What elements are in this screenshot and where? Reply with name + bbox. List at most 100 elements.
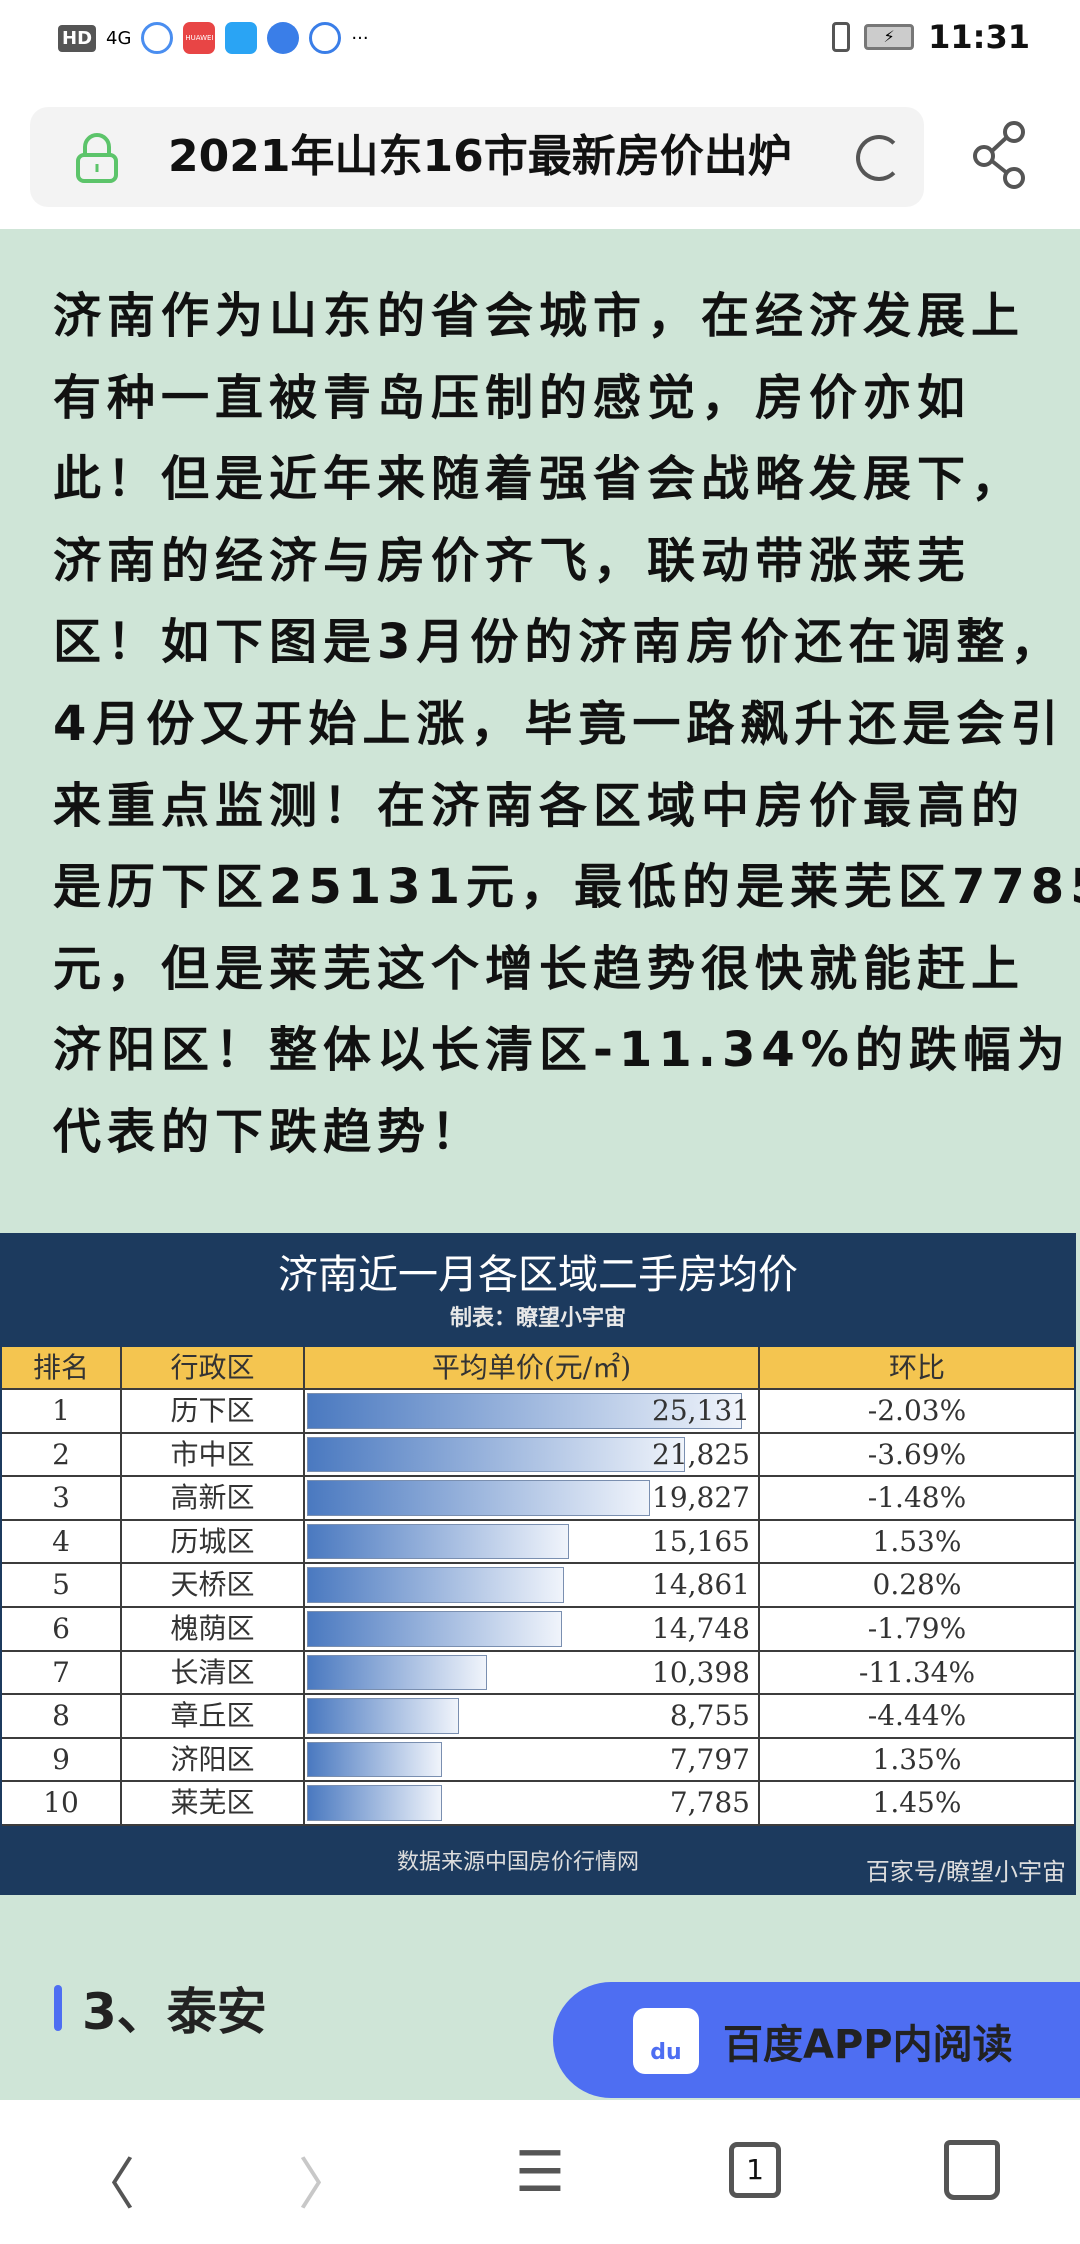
district-cell: 高新区 [122, 1477, 305, 1519]
price-cell: 21,825 [305, 1433, 760, 1476]
header-rank: 排名 [2, 1347, 122, 1388]
paragraph-line: 济南作为山东的省会城市，在经济发展上 [53, 288, 1026, 344]
change-cell: -4.44% [867, 1699, 967, 1733]
district-cell: 历下区 [122, 1390, 305, 1432]
baidu-button-label: 百度APP内阅读 [723, 2022, 1013, 2068]
change-cell: -11.34% [858, 1655, 976, 1689]
table-source: 数据来源中国房价行情网 [397, 1849, 640, 1875]
vibrate-icon [832, 22, 851, 52]
table-row: 5 天桥区 14,861 0.28% [2, 1564, 1074, 1608]
chat-app-icon [309, 22, 342, 54]
district-cell: 历城区 [122, 1520, 305, 1563]
hd-icon: HD [58, 24, 97, 52]
change-cell: -2.03% [867, 1394, 967, 1427]
open-in-baidu-app-button[interactable]: du 百度APP内阅读 [553, 1982, 1080, 2098]
section-heading: 3、泰安 [54, 1972, 267, 2044]
price-cell: 7,785 [305, 1782, 760, 1824]
url-bar[interactable]: 2021年山东16市最新房价出炉 [30, 107, 924, 207]
battery-icon: ⚡ [864, 24, 915, 50]
huawei-app-icon: HUAWEI [183, 22, 216, 54]
rank-cell: 9 [2, 1738, 122, 1781]
paragraph-line: 是历下区25131元，最低的是莱芜区7785 [53, 859, 1080, 916]
paragraph-line: 元，但是莱芜这个增长趋势很快就能赶上 [53, 940, 1026, 997]
menu-button[interactable]: ☰ [514, 2140, 566, 2205]
clock: 11:31 [928, 18, 1030, 56]
price-bar [307, 1567, 565, 1603]
paragraph-line: 代表的下跌趋势！ [53, 1103, 486, 1160]
paragraph-line: 济阳区！整体以长清区-11.34%的跌幅为 [53, 1022, 1071, 1079]
table-row: 8 章丘区 8,755 -4.44% [2, 1695, 1074, 1739]
price-bar [307, 1480, 651, 1516]
baidu-logo-icon: du [633, 2008, 699, 2074]
price-cell: 19,827 [305, 1477, 760, 1519]
price-value: 14,861 [652, 1568, 750, 1602]
table-header-row: 排名 行政区 平均单价(元/㎡) 环比 [2, 1347, 1074, 1390]
back-button[interactable]: 〈 [79, 2153, 135, 2218]
district-cell: 市中区 [122, 1433, 305, 1476]
forward-button[interactable]: 〉 [298, 2153, 354, 2218]
price-cell: 15,165 [305, 1520, 760, 1563]
table-row: 9 济阳区 7,797 1.35% [2, 1738, 1074, 1783]
table-row: 1 历下区 25,131 -2.03% [2, 1390, 1074, 1434]
table-subtitle: 制表：瞭望小宇宙 [449, 1305, 626, 1331]
price-bar [307, 1785, 442, 1821]
rank-cell: 3 [2, 1477, 122, 1519]
more-notifications-icon: ··· [351, 27, 369, 49]
paragraph-line: 济南的经济与房价齐飞，联动带涨莱芜 [53, 532, 972, 589]
paragraph-line: 来重点监测！在济南各区域中房价最高的 [53, 777, 1026, 834]
rank-cell: 1 [2, 1390, 122, 1432]
page-title: 2021年山东16市最新房价出炉 [168, 131, 792, 182]
price-value: 21,825 [652, 1437, 750, 1471]
browser-header: 2021年山东16市最新房价出炉 [0, 80, 1080, 229]
lock-icon [76, 133, 118, 183]
rank-cell: 7 [2, 1651, 122, 1694]
cloud-app-icon [141, 22, 174, 54]
table-row: 2 市中区 21,825 -3.69% [2, 1433, 1074, 1478]
change-cell: 1.53% [872, 1524, 962, 1558]
reload-icon[interactable] [856, 135, 902, 181]
status-bar: HD 4G HUAWEI ··· ⚡ 11:31 [0, 0, 1080, 80]
price-value: 14,748 [652, 1611, 750, 1645]
browser-app-icon [267, 22, 300, 54]
bottom-nav: 〈 〉 ☰ 1 [0, 2100, 1080, 2244]
heading-accent-bar [54, 1985, 62, 2031]
table-row: 3 高新区 19,827 -1.48% [2, 1477, 1074, 1521]
change-cell: -1.79% [867, 1611, 967, 1645]
price-cell: 8,755 [305, 1695, 760, 1737]
district-cell: 莱芜区 [122, 1782, 305, 1824]
change-cell: 1.45% [872, 1786, 962, 1820]
price-value: 19,827 [652, 1481, 750, 1515]
price-cell: 7,797 [305, 1738, 760, 1781]
district-cell: 天桥区 [122, 1564, 305, 1606]
header-price: 平均单价(元/㎡) [305, 1347, 760, 1388]
price-value: 8,755 [669, 1699, 750, 1733]
paragraph-line: 有种一直被青岛压制的感觉，房价亦如 [53, 369, 972, 426]
share-icon[interactable] [970, 120, 1030, 190]
table-title-band: 济南近一月各区域二手房均价 制表：瞭望小宇宙 [2, 1235, 1074, 1347]
paragraph-line: 此！但是近年来随着强省会战略发展下， [53, 451, 1026, 508]
price-bar [307, 1436, 685, 1473]
price-table-image: 济南近一月各区域二手房均价 制表：瞭望小宇宙 排名 行政区 平均单价(元/㎡) … [0, 1233, 1076, 1895]
change-cell: 1.35% [872, 1742, 962, 1776]
table-row: 7 长清区 10,398 -11.34% [2, 1651, 1074, 1696]
price-cell: 14,748 [305, 1607, 760, 1650]
table-brand: 百家号/瞭望小宇宙 [865, 1857, 1066, 1886]
paragraph-line: 4月份又开始上涨，毕竟一路飙升还是会引 [53, 695, 1065, 752]
price-bar [307, 1741, 442, 1778]
price-bar [307, 1393, 742, 1429]
section-heading-text: 3、泰安 [82, 1983, 267, 2041]
tabs-button[interactable]: 1 [729, 2142, 781, 2198]
rank-cell: 4 [2, 1520, 122, 1563]
district-cell: 长清区 [122, 1651, 305, 1694]
price-value: 25,131 [652, 1394, 750, 1427]
change-cell: 0.28% [872, 1568, 962, 1602]
price-bar [307, 1610, 563, 1647]
price-value: 7,797 [669, 1742, 750, 1776]
header-change: 环比 [888, 1351, 945, 1384]
price-bar [307, 1654, 487, 1691]
price-bar [307, 1698, 459, 1734]
bulb-app-icon [225, 22, 258, 54]
price-cell: 25,131 [305, 1390, 760, 1432]
signal-icon: 4G [106, 27, 132, 49]
home-button[interactable] [944, 2140, 1000, 2200]
